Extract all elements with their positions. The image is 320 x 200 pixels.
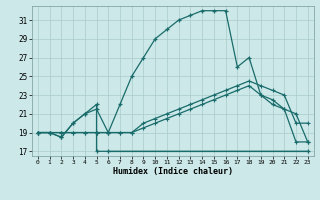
X-axis label: Humidex (Indice chaleur): Humidex (Indice chaleur): [113, 167, 233, 176]
